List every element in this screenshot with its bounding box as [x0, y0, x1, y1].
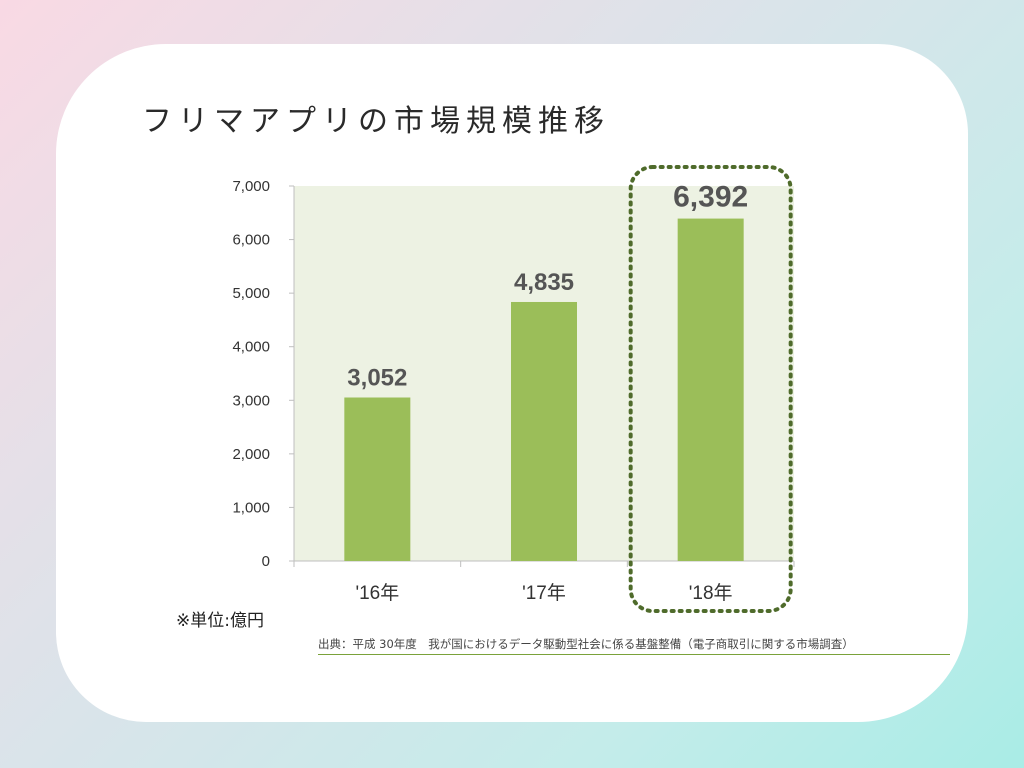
bar-0	[344, 397, 411, 561]
highlight-frame	[628, 165, 793, 613]
category-label-1: '17年	[522, 582, 566, 604]
bar-2	[677, 218, 744, 562]
y-tick-label: 4,000	[232, 339, 270, 356]
page-title: フリマアプリの市場規模推移	[142, 104, 610, 139]
y-tick-label: 6,000	[232, 232, 270, 249]
unit-note: ※単位:億円	[176, 611, 264, 631]
bars	[344, 218, 744, 562]
y-tick-label: 7,000	[232, 178, 270, 195]
y-tick-label: 5,000	[232, 285, 270, 302]
y-tick-label: 1,000	[232, 499, 270, 516]
y-axis: 0 1,000 2,000 3,000 4,000 5,000 6,000 7,000	[232, 178, 295, 570]
y-tick-label: 3,000	[232, 392, 270, 409]
data-labels: 3,052 4,835 6,392	[347, 181, 748, 392]
category-label-2: '18年	[689, 582, 733, 604]
category-label-0: '16年	[355, 582, 399, 604]
bar-1	[511, 301, 577, 561]
x-axis: '16年 '17年 '18年	[293, 560, 795, 604]
data-label-1: 4,835	[514, 269, 574, 296]
y-tick-label: 0	[262, 553, 270, 570]
y-tick-label: 2,000	[232, 446, 270, 463]
data-label-0: 3,052	[347, 365, 407, 392]
source-citation[interactable]: 出典：平成 30年度 我が国におけるデータ駆動型社会に係る基盤整備（電子商取引に…	[318, 636, 950, 655]
data-label-2: 6,392	[673, 181, 748, 214]
